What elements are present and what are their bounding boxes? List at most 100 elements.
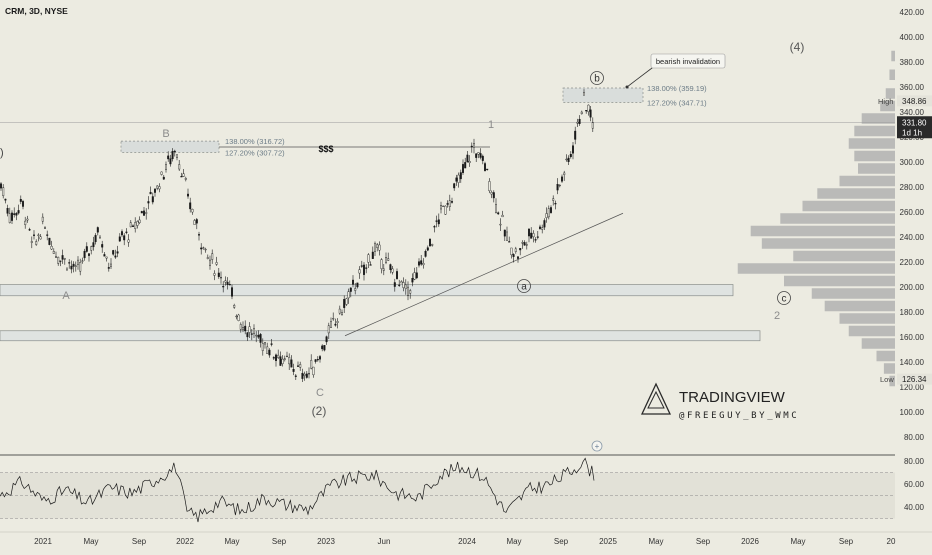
support-zone	[0, 330, 761, 342]
candle-body	[279, 356, 282, 366]
candle-body	[211, 253, 214, 260]
volume-profile-bar	[854, 125, 895, 137]
candle-body	[286, 355, 289, 358]
low-value: 126.34	[902, 375, 927, 384]
time-tick-label: May	[790, 537, 805, 546]
candle-body	[153, 188, 156, 193]
candle-body	[169, 158, 172, 165]
candle-body	[59, 260, 62, 262]
candle-body	[325, 336, 328, 343]
callout-box	[650, 53, 726, 69]
watermark-brand: TRADINGVIEW	[679, 389, 786, 406]
time-tick-label: May	[83, 537, 98, 546]
candle-body	[574, 130, 577, 140]
candle-body	[545, 213, 548, 218]
candle-body	[475, 153, 478, 158]
price-tick-label: 400.00	[900, 33, 925, 42]
high-badge	[897, 95, 932, 107]
high-value: 348.86	[902, 97, 927, 106]
candle-body	[352, 279, 355, 285]
candle-body	[354, 288, 357, 291]
candle-body	[536, 236, 539, 238]
price-tick-label: 180.00	[900, 308, 925, 317]
candle-body	[35, 241, 38, 245]
price-tick-label: 120.00	[900, 383, 925, 392]
wave-label-circle	[777, 291, 791, 305]
candle-body	[508, 241, 511, 243]
volume-profile-bar	[889, 69, 895, 80]
candle-body	[206, 257, 209, 259]
candle-body	[6, 208, 9, 214]
candle-body	[145, 212, 148, 214]
time-tick-label: May	[506, 537, 521, 546]
time-axis[interactable]: 2021 May Sep 2022 May Sep 2023 Jun 2024 May Sep 202…	[0, 531, 932, 546]
candle-body	[558, 184, 561, 187]
candle-body	[497, 212, 500, 215]
support-zones: 138.00% (316.72) 127.20% (307.72) 138.00% …	[0, 84, 761, 342]
candle-body	[228, 284, 231, 286]
symbol-title: CRM, 3D, NYSE	[5, 6, 68, 16]
time-tick-label: 2025	[599, 537, 617, 546]
wave-label-circle	[590, 71, 604, 85]
fib-level-label: 138.00% (316.72)	[225, 137, 285, 146]
price-tick-label: 160.00	[900, 333, 925, 342]
candle-body	[178, 164, 181, 170]
candle-body	[369, 264, 372, 266]
candle-body	[393, 282, 396, 287]
candle-body	[374, 243, 377, 252]
candle-body	[512, 254, 515, 257]
tradingview-logo-icon	[640, 382, 672, 415]
time-tick-label: 20	[887, 537, 896, 546]
candle-body	[314, 359, 317, 362]
candle-body	[426, 247, 429, 251]
candle-body	[10, 212, 13, 221]
candle-body	[385, 257, 388, 263]
candle-body	[323, 345, 326, 351]
candle-body	[303, 373, 306, 376]
candle-body	[365, 267, 368, 269]
candle-body	[319, 356, 322, 360]
volume-profile-bar	[802, 200, 895, 212]
candle-body	[523, 242, 526, 246]
candle-body	[184, 178, 187, 180]
candle-body	[241, 327, 244, 330]
candle-body	[561, 176, 564, 182]
candle-body	[457, 174, 460, 183]
wave-label: c	[782, 294, 787, 305]
candle-body	[156, 185, 159, 189]
candle-body	[275, 354, 278, 361]
candle-body	[246, 332, 249, 338]
candle-body	[316, 359, 319, 361]
candle-body	[466, 154, 469, 163]
candle-body	[257, 334, 260, 338]
candle-body	[455, 177, 458, 182]
candle-body	[44, 227, 47, 229]
candle-body	[541, 227, 544, 230]
candle-body	[63, 258, 66, 260]
candle-body	[358, 269, 361, 274]
candle-body	[288, 357, 291, 365]
candle-body	[440, 205, 443, 210]
candle-body	[437, 219, 440, 225]
last-price-badge	[897, 116, 932, 139]
support-zone	[0, 284, 734, 297]
candle-body	[74, 265, 77, 267]
candle-body	[415, 272, 418, 279]
candle-body	[308, 373, 311, 375]
candle-body	[409, 290, 412, 294]
candle-body	[208, 259, 211, 266]
volume-profile-bar	[885, 88, 895, 99]
candle-body	[446, 203, 449, 205]
candle-body	[448, 200, 451, 207]
volume-profile-bar	[891, 50, 895, 62]
candle-body	[380, 259, 383, 269]
candle-body	[235, 315, 238, 318]
candle-body	[244, 325, 247, 332]
candle-body	[39, 236, 42, 240]
wave-label: b	[594, 74, 600, 85]
price-axis[interactable]: 80.00 100.00 120.00 140.00 160.00 180.00 200.0…	[900, 8, 925, 512]
price-tick-label: 220.00	[900, 258, 925, 267]
candle-body	[479, 153, 482, 158]
